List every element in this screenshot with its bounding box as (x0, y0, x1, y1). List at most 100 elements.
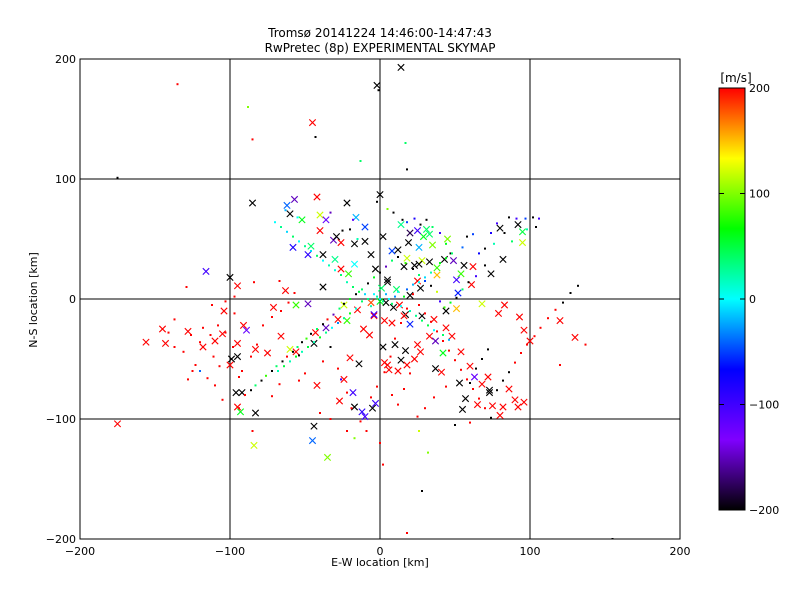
data-point-dot (370, 396, 372, 399)
data-point-cross (388, 319, 396, 327)
data-point-dot (425, 218, 428, 221)
data-point-cross (370, 311, 378, 319)
data-point-cross (232, 389, 240, 397)
data-point-dot (287, 301, 290, 304)
data-point-cross (485, 386, 494, 394)
data-point-cross (286, 210, 294, 218)
data-point-cross (337, 265, 345, 273)
data-point-cross (233, 282, 242, 290)
data-point-dot (430, 320, 432, 323)
data-point-cross (289, 243, 297, 251)
data-point-dot (454, 359, 456, 362)
data-point-dot (233, 312, 236, 315)
data-point-dot (361, 300, 363, 303)
data-point-dot (251, 430, 254, 432)
colorbar-tick-label: 0 (749, 293, 756, 306)
data-point-cross (263, 349, 272, 357)
data-point-cross (406, 291, 414, 299)
data-point-dot (454, 424, 456, 426)
y-axis-label: N-S location [km] (27, 252, 40, 348)
data-point-dot (260, 379, 263, 382)
data-point-dot (461, 288, 464, 291)
data-point-cross (556, 317, 564, 325)
data-point-dot (218, 365, 221, 368)
data-point-cross (350, 240, 359, 248)
data-point-dot (212, 355, 215, 358)
data-point-dot (445, 385, 447, 388)
data-point-cross (361, 223, 369, 231)
data-point-dot (433, 396, 435, 399)
data-point-dot (355, 307, 357, 310)
data-point-dot (340, 274, 342, 276)
data-point-dot (214, 384, 216, 387)
data-point-dot (413, 217, 416, 220)
data-point-dot (514, 361, 516, 364)
data-point-dot (421, 490, 423, 492)
data-point-dot (427, 324, 429, 327)
data-point-dot (577, 284, 579, 287)
data-point-dot (202, 326, 204, 329)
data-point-cross (380, 317, 389, 325)
data-point-dot (304, 245, 306, 248)
data-point-cross (454, 289, 462, 297)
data-point-cross (518, 228, 527, 236)
data-point-dot (286, 230, 288, 233)
data-point-cross (158, 325, 167, 333)
data-point-cross (415, 260, 423, 268)
data-point-cross (487, 270, 495, 278)
data-point-cross (403, 254, 411, 262)
y-tick-label: 200 (55, 53, 76, 66)
data-point-dot (250, 389, 252, 392)
data-point-dot (334, 269, 336, 272)
data-point-cross (470, 373, 479, 381)
data-point-dot (508, 371, 510, 374)
data-point-dot (418, 274, 420, 276)
data-point-cross (400, 312, 408, 320)
data-point-dot (275, 365, 278, 368)
data-point-cross (335, 397, 344, 405)
data-point-dot (439, 232, 441, 234)
data-point-dot (349, 298, 351, 300)
data-point-cross (496, 224, 504, 232)
data-point-cross (239, 321, 248, 329)
data-point-cross (383, 278, 392, 286)
data-point-dot (262, 324, 264, 327)
data-point-cross (406, 320, 414, 328)
data-point-dot (322, 360, 324, 363)
data-point-dot (562, 301, 564, 304)
data-point-dot (539, 326, 542, 329)
data-point-dot (376, 385, 378, 388)
data-point-dot (173, 346, 176, 348)
data-point-cross (442, 324, 450, 332)
data-point-cross (452, 305, 461, 313)
data-point-cross (460, 261, 468, 269)
data-point-cross (457, 270, 465, 278)
data-point-dot (328, 264, 330, 267)
x-tick-label: 0 (377, 545, 384, 558)
data-point-cross (307, 242, 315, 250)
data-point-dot (305, 337, 308, 340)
data-point-dot (490, 232, 492, 234)
data-point-cross (443, 235, 452, 243)
data-point-cross (413, 227, 422, 235)
data-point-dot (385, 293, 387, 296)
data-point-dot (403, 295, 405, 298)
data-point-dot (394, 337, 396, 340)
data-point-cross (403, 361, 411, 369)
data-point-dot (254, 384, 257, 387)
data-point-cross (439, 349, 447, 357)
data-point-dot (526, 228, 528, 231)
data-point-dot (412, 283, 414, 286)
data-point-cross (199, 343, 207, 351)
data-point-dot (241, 370, 243, 372)
data-point-cross (518, 239, 527, 247)
data-point-cross (269, 303, 278, 311)
data-point-dot (431, 226, 434, 228)
data-point-dot (325, 331, 327, 334)
chart-title-line1: Tromsø 20141224 14:46:00-14:47:43 (267, 26, 492, 40)
data-point-cross (400, 263, 408, 271)
data-point-dot (520, 352, 522, 354)
data-point-dot (418, 430, 420, 432)
data-point-dot (448, 349, 450, 352)
data-point-cross (370, 312, 378, 320)
